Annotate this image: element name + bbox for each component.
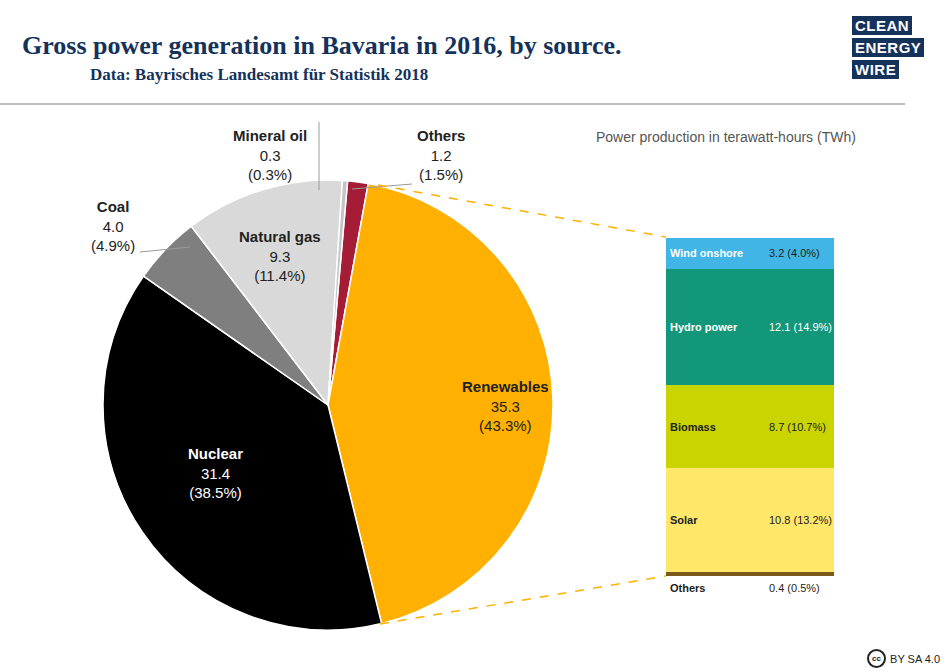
html-text:CLEAN: CLEAN — [855, 17, 910, 34]
svg-text:Mineral oil0.3(0.3%): Mineral oil0.3(0.3%) — [233, 127, 307, 183]
svg-text:Others1.2(1.5%): Others1.2(1.5%) — [417, 127, 465, 183]
svg-text:Hydro power: Hydro power — [670, 321, 738, 333]
html-text:cc: cc — [872, 654, 881, 663]
svg-text:12.1 (14.9%): 12.1 (14.9%) — [769, 321, 832, 333]
svg-text:Natural gas9.3(11.4%): Natural gas9.3(11.4%) — [239, 228, 321, 284]
svg-text:Power production in terawatt-h: Power production in terawatt-hours (TWh) — [596, 129, 856, 145]
svg-text:Coal4.0(4.9%): Coal4.0(4.9%) — [91, 198, 135, 254]
svg-text:10.8 (13.2%): 10.8 (13.2%) — [769, 514, 832, 526]
svg-text:0.4 (0.5%): 0.4 (0.5%) — [769, 582, 820, 594]
svg-text:3.2 (4.0%): 3.2 (4.0%) — [769, 247, 820, 259]
html-text:WIRE: WIRE — [855, 61, 897, 78]
svg-text:Solar: Solar — [670, 514, 698, 526]
svg-text:Nuclear31.4(38.5%): Nuclear31.4(38.5%) — [188, 445, 243, 501]
svg-text:Others: Others — [670, 582, 705, 594]
html-text:BY SA 4.0: BY SA 4.0 — [890, 652, 940, 665]
svg-text:Data: Bayrisches Landesamt für: Data: Bayrisches Landesamt für Statistik… — [90, 65, 428, 84]
svg-text:Biomass: Biomass — [670, 421, 716, 433]
svg-text:Gross power generation in Bava: Gross power generation in Bavaria in 201… — [22, 31, 621, 60]
html-text:ENERGY: ENERGY — [855, 39, 922, 56]
svg-text:Renewables35.3(43.3%): Renewables35.3(43.3%) — [462, 378, 549, 434]
svg-text:Wind onshore: Wind onshore — [670, 247, 743, 259]
svg-text:8.7 (10.7%): 8.7 (10.7%) — [769, 421, 826, 433]
